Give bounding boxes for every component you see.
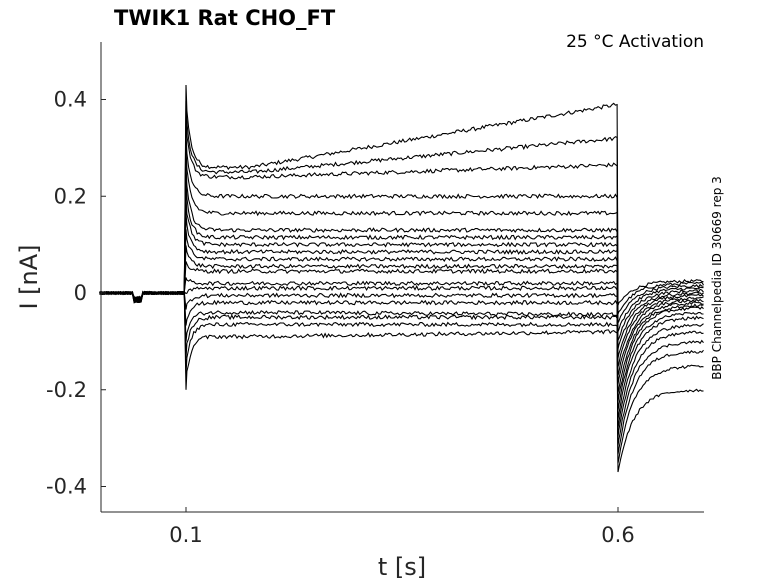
sweep-trace <box>99 284 704 420</box>
y-axis-label: I [nA] <box>15 244 43 309</box>
sweep-trace <box>99 149 704 341</box>
y-tick-label: 0.4 <box>54 88 87 112</box>
sweep-trace <box>99 197 704 367</box>
sweep-trace <box>99 290 704 437</box>
sweep-trace <box>99 133 704 332</box>
x-tick-label: 0.6 <box>601 523 634 547</box>
sweep-trace <box>99 181 704 359</box>
chart-title: TWIK1 Rat CHO_FT <box>114 6 336 30</box>
sweep-trace <box>99 245 704 394</box>
x-tick-label: 0.1 <box>169 523 202 547</box>
sweep-trace <box>99 261 704 402</box>
y-tick-label: -0.2 <box>46 378 87 402</box>
sweep-trace <box>99 277 704 411</box>
sweep-trace <box>99 213 704 376</box>
sweep-trace <box>99 290 704 455</box>
sweep-trace <box>99 290 704 473</box>
y-ticks: 0.4 0.2 0 -0.2 -0.4 <box>46 88 106 499</box>
condition-label: 25 °C Activation <box>566 32 704 52</box>
x-axis-label: t [s] <box>378 553 426 581</box>
sweep-trace <box>99 117 704 324</box>
side-label: BBP Channelpedia ID 30669 rep 3 <box>710 176 724 380</box>
y-tick-label: 0.2 <box>54 184 87 208</box>
sweep-trace <box>99 291 704 429</box>
sweep-trace <box>99 84 704 306</box>
x-ticks: 0.1 0.6 <box>169 507 635 547</box>
sweep-trace <box>99 290 704 464</box>
sweep-trace <box>99 290 704 446</box>
y-tick-label: -0.4 <box>46 475 87 499</box>
sweep-traces <box>99 84 704 473</box>
y-tick-label: 0 <box>74 281 87 305</box>
sweep-trace <box>99 229 704 385</box>
sweep-trace <box>99 100 704 315</box>
sweep-trace <box>99 165 704 350</box>
